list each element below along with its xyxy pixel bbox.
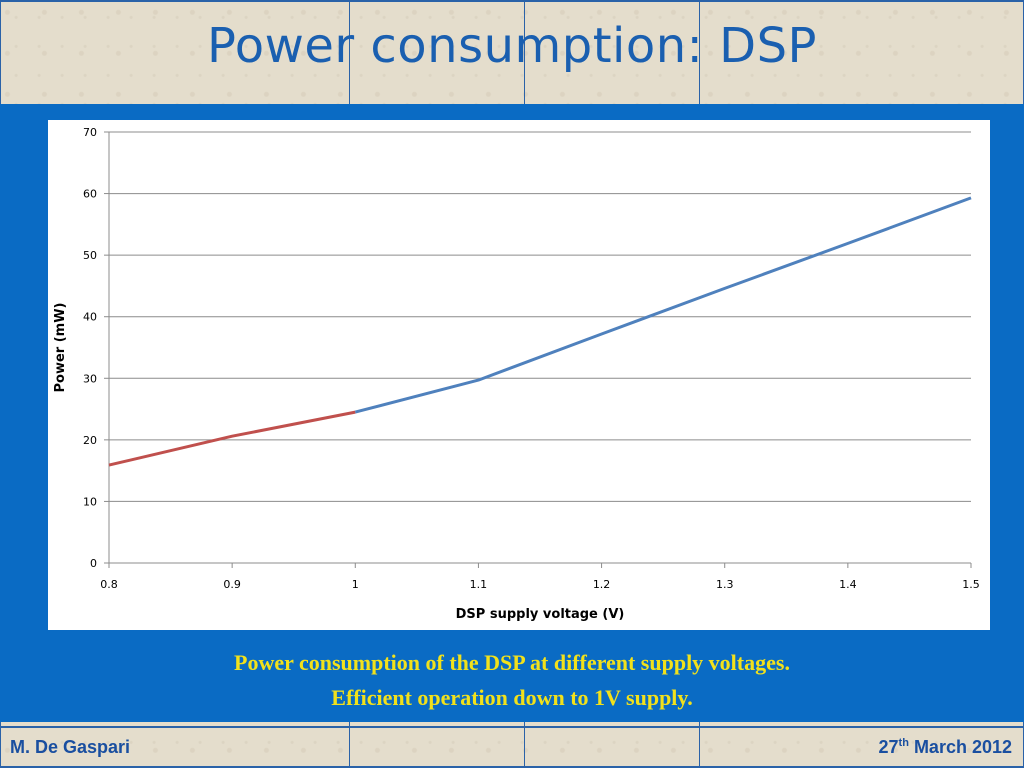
y-tick-label-0: 0: [90, 557, 97, 570]
x-tick-label-5: 1.3: [716, 578, 734, 591]
top-border-line: [0, 0, 1024, 2]
slide-title: Power consumption: DSP: [207, 18, 817, 74]
y-tick-label-3: 30: [83, 372, 97, 385]
footer-date-rest: March 2012: [908, 737, 1012, 757]
x-tick-label-1: 0.9: [223, 578, 241, 591]
caption-line-2: Efficient operation down to 1V supply.: [331, 685, 693, 710]
x-tick-label-4: 1.2: [593, 578, 611, 591]
bottom-border-line: [0, 766, 1024, 768]
y-tick-label-7: 70: [83, 126, 97, 139]
gridlines: [109, 131, 971, 502]
x-tick-label-6: 1.4: [839, 578, 857, 591]
x-tick-labels: 0.8 0.9 1 1.1 1.2 1.3 1.4 1.5: [100, 578, 980, 591]
axes: [104, 131, 972, 568]
series-line-1: [354, 196, 972, 414]
y-tick-label-6: 60: [83, 188, 97, 201]
x-tick-label-0: 0.8: [100, 578, 118, 591]
footer-border-line: [0, 726, 1024, 728]
y-tick-label-5: 50: [83, 249, 97, 262]
x-axis-label: DSP supply voltage (V): [456, 607, 625, 622]
caption-line-1: Power consumption of the DSP at differen…: [234, 650, 790, 675]
series-lines: [108, 196, 972, 467]
footer-date-suffix: th: [898, 737, 909, 749]
y-tick-label-4: 40: [83, 311, 97, 324]
x-tick-label-3: 1.1: [470, 578, 488, 591]
power-chart: 0 10 20 30 40 50 60 70 0.8 0.9 1 1.1 1.2 1.3 1.4 1.5 D…: [53, 126, 980, 622]
x-tick-label-7: 1.5: [962, 578, 980, 591]
y-tick-labels: 0 10 20 30 40 50 60 70: [83, 126, 97, 570]
footer-date-day: 27: [878, 737, 899, 757]
chart-panel: 0 10 20 30 40 50 60 70 0.8 0.9 1 1.1 1.2 1.3 1.4 1.5 D…: [48, 120, 990, 630]
y-tick-label-2: 20: [83, 434, 97, 447]
series-line-0: [108, 410, 356, 467]
x-tick-label-2: 1: [352, 578, 359, 591]
y-tick-label-1: 10: [83, 495, 97, 508]
y-axis-label: Power (mW): [53, 303, 68, 393]
footer-date: 27th March 2012: [879, 737, 1012, 758]
footer-author: M. De Gaspari: [10, 737, 131, 757]
